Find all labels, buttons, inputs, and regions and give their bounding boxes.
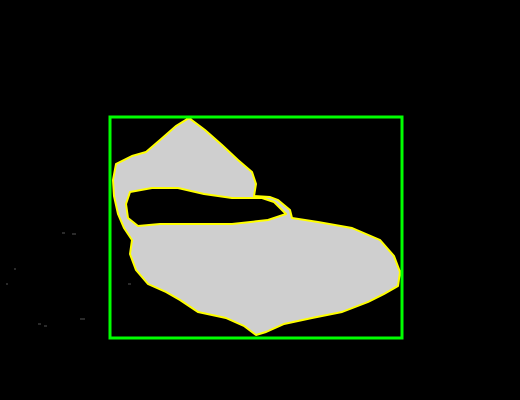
segmentation-mask <box>112 117 401 336</box>
noise-speckles <box>6 232 131 327</box>
mask-region <box>112 117 401 336</box>
bounding-box <box>108 115 404 340</box>
